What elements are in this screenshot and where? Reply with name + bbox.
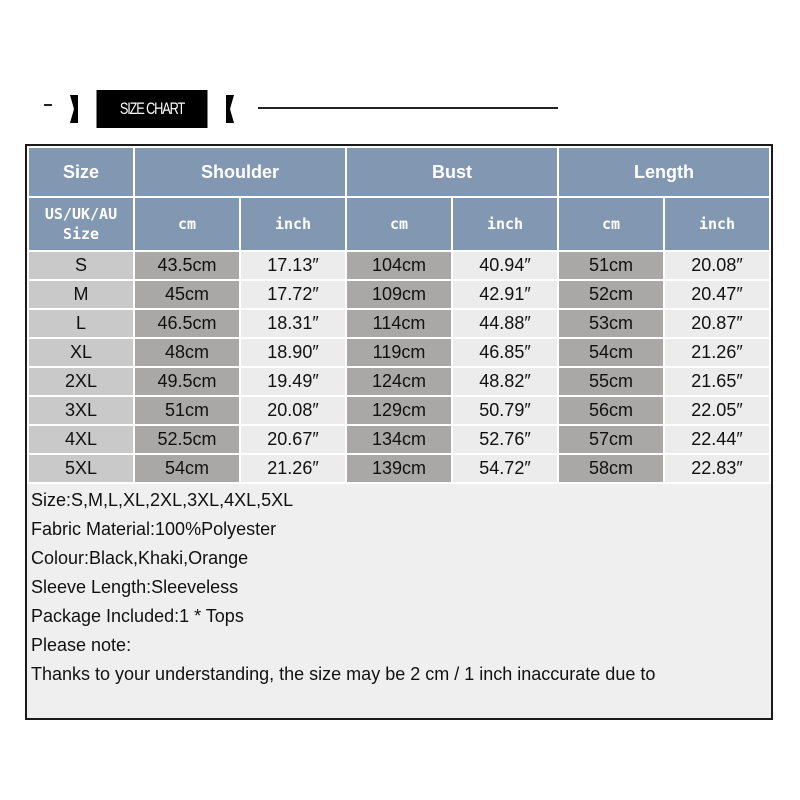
measurement-cell: 56cm xyxy=(557,395,665,426)
measurement-cell: 18.31″ xyxy=(239,308,347,339)
measurement-cell: 54cm xyxy=(133,453,241,484)
note-line: Thanks to your understanding, the size m… xyxy=(31,664,656,684)
measurement-cell: 17.72″ xyxy=(239,279,347,310)
table-row: M 45cm 17.72″ 109cm 42.91″ 52cm 20.47″ xyxy=(27,279,771,310)
measurement-cell: 19.49″ xyxy=(239,366,347,397)
measurement-cell: 20.08″ xyxy=(239,395,347,426)
size-label: Size xyxy=(62,225,100,243)
measurement-cell: 40.94″ xyxy=(451,250,559,281)
banner-dash xyxy=(44,104,52,106)
banner-title: SIZE CHART xyxy=(96,90,208,128)
measurement-cell: 21.65″ xyxy=(663,366,771,397)
measurement-cell: 109cm xyxy=(345,279,453,310)
measurement-cell: 20.67″ xyxy=(239,424,347,455)
measurement-cell: 129cm xyxy=(345,395,453,426)
measurement-cell: 58cm xyxy=(557,453,665,484)
measurement-cell: 57cm xyxy=(557,424,665,455)
measurement-cell: 43.5cm xyxy=(133,250,241,281)
table-row: 5XL 54cm 21.26″ 139cm 54.72″ 58cm 22.83″ xyxy=(27,453,771,484)
product-notes: Size:S,M,L,XL,2XL,3XL,4XL,5XL Fabric Mate… xyxy=(31,486,655,689)
measurement-cell: 50.79″ xyxy=(451,395,559,426)
measurement-cell: 44.88″ xyxy=(451,308,559,339)
measurement-cell: 42.91″ xyxy=(451,279,559,310)
unit-header-row: US/UK/AU Size cm inch cm inch cm inch xyxy=(27,196,771,252)
size-cell: 2XL xyxy=(27,366,135,397)
unit-header: inch xyxy=(239,196,347,252)
ribbon-left xyxy=(70,95,78,123)
measurement-cell: 51cm xyxy=(557,250,665,281)
group-header-row: Size Shoulder Bust Length xyxy=(27,146,771,198)
size-cell: 5XL xyxy=(27,453,135,484)
unit-header: inch xyxy=(451,196,559,252)
measurement-cell: 20.47″ xyxy=(663,279,771,310)
measurement-cell: 52cm xyxy=(557,279,665,310)
size-cell: XL xyxy=(27,337,135,368)
measurement-cell: 17.13″ xyxy=(239,250,347,281)
size-cell: 4XL xyxy=(27,424,135,455)
measurement-cell: 119cm xyxy=(345,337,453,368)
note-line: Size:S,M,L,XL,2XL,3XL,4XL,5XL xyxy=(31,490,294,510)
header-size-region: US/UK/AU Size xyxy=(27,196,135,252)
size-region-label: US/UK/AU xyxy=(44,205,118,223)
table-row: L 46.5cm 18.31″ 114cm 44.88″ 53cm 20.87″ xyxy=(27,308,771,339)
measurement-cell: 21.26″ xyxy=(239,453,347,484)
measurement-cell: 22.83″ xyxy=(663,453,771,484)
measurement-cell: 21.26″ xyxy=(663,337,771,368)
measurement-cell: 54.72″ xyxy=(451,453,559,484)
measurement-cell: 54cm xyxy=(557,337,665,368)
measurement-cell: 46.5cm xyxy=(133,308,241,339)
measurement-cell: 22.05″ xyxy=(663,395,771,426)
header-size: Size xyxy=(27,146,135,198)
divider xyxy=(258,107,558,109)
measurement-cell: 53cm xyxy=(557,308,665,339)
size-table: Size Shoulder Bust Length US/UK/AU Size c… xyxy=(27,146,771,484)
measurement-cell: 104cm xyxy=(345,250,453,281)
note-line: Please note: xyxy=(31,635,132,655)
measurement-cell: 20.08″ xyxy=(663,250,771,281)
measurement-cell: 124cm xyxy=(345,366,453,397)
measurement-cell: 114cm xyxy=(345,308,453,339)
measurement-cell: 55cm xyxy=(557,366,665,397)
measurement-cell: 51cm xyxy=(133,395,241,426)
header-bust: Bust xyxy=(345,146,559,198)
header-length: Length xyxy=(557,146,771,198)
measurement-cell: 139cm xyxy=(345,453,453,484)
measurement-cell: 20.87″ xyxy=(663,308,771,339)
table-row: S 43.5cm 17.13″ 104cm 40.94″ 51cm 20.08″ xyxy=(27,250,771,281)
measurement-cell: 18.90″ xyxy=(239,337,347,368)
size-chart-banner: SIZE CHART xyxy=(70,90,234,128)
measurement-cell: 52.76″ xyxy=(451,424,559,455)
header-shoulder: Shoulder xyxy=(133,146,347,198)
size-cell: 3XL xyxy=(27,395,135,426)
table-row: 4XL 52.5cm 20.67″ 134cm 52.76″ 57cm 22.44″ xyxy=(27,424,771,455)
measurement-cell: 46.85″ xyxy=(451,337,559,368)
size-cell: S xyxy=(27,250,135,281)
measurement-cell: 45cm xyxy=(133,279,241,310)
note-line: Sleeve Length:Sleeveless xyxy=(31,577,239,597)
measurement-cell: 48cm xyxy=(133,337,241,368)
ribbon-right xyxy=(226,95,234,123)
unit-header: cm xyxy=(345,196,453,252)
table-row: 2XL 49.5cm 19.49″ 124cm 48.82″ 55cm 21.65″ xyxy=(27,366,771,397)
measurement-cell: 49.5cm xyxy=(133,366,241,397)
unit-header: cm xyxy=(133,196,241,252)
measurement-cell: 48.82″ xyxy=(451,366,559,397)
measurement-cell: 22.44″ xyxy=(663,424,771,455)
size-chart: Size Shoulder Bust Length US/UK/AU Size c… xyxy=(25,144,773,720)
note-line: Colour:Black,Khaki,Orange xyxy=(31,548,249,568)
note-line: Fabric Material:100%Polyester xyxy=(31,519,277,539)
unit-header: cm xyxy=(557,196,665,252)
size-cell: L xyxy=(27,308,135,339)
note-line: Package Included:1 * Tops xyxy=(31,606,244,626)
table-row: 3XL 51cm 20.08″ 129cm 50.79″ 56cm 22.05″ xyxy=(27,395,771,426)
unit-header: inch xyxy=(663,196,771,252)
table-row: XL 48cm 18.90″ 119cm 46.85″ 54cm 21.26″ xyxy=(27,337,771,368)
size-cell: M xyxy=(27,279,135,310)
measurement-cell: 52.5cm xyxy=(133,424,241,455)
measurement-cell: 134cm xyxy=(345,424,453,455)
